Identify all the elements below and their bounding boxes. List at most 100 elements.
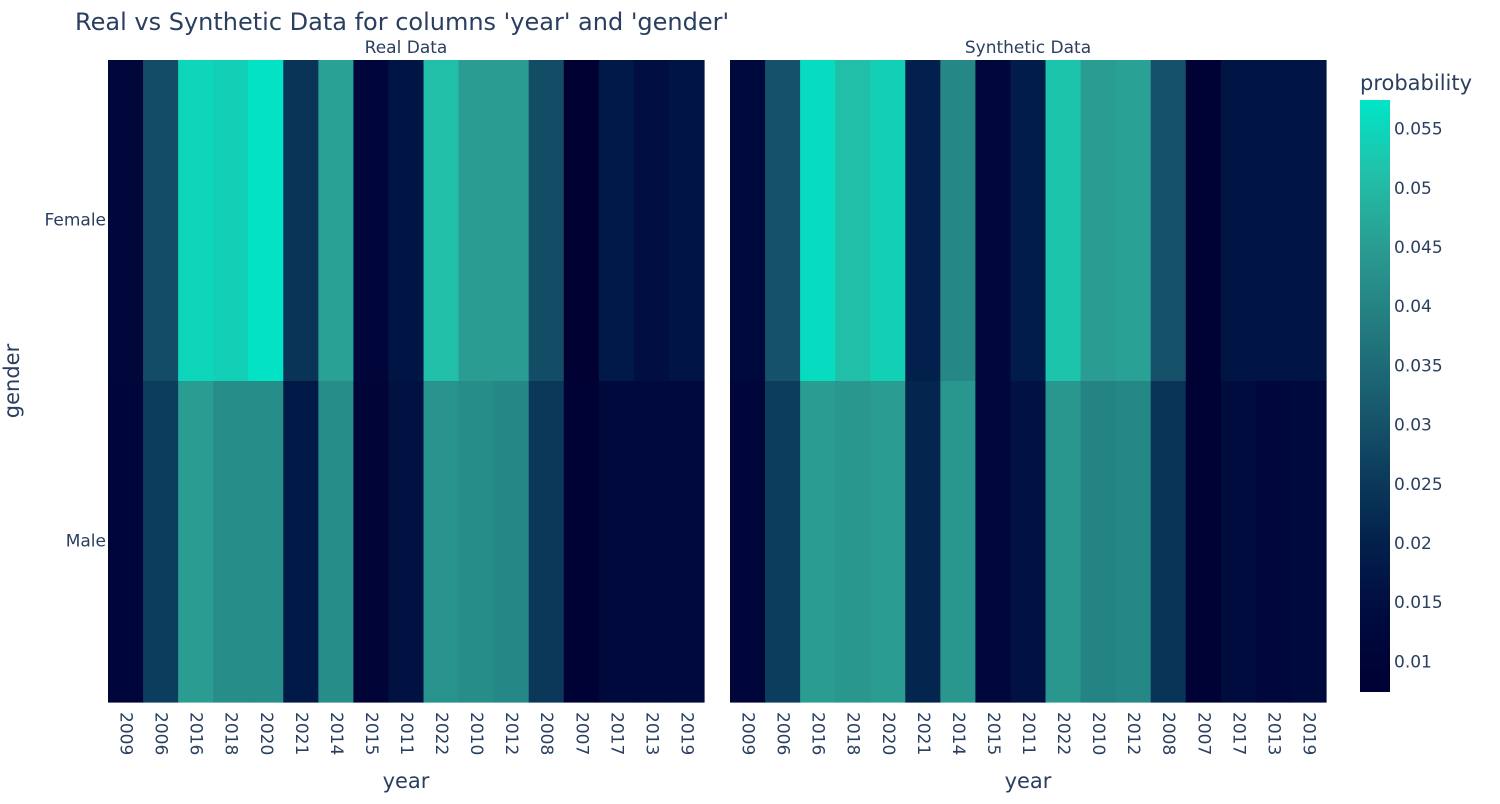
colorbar-tick-label: 0.01 [1394,652,1432,672]
heatmap-cell [1150,381,1187,703]
heatmap-cell [1115,60,1152,382]
heatmap-cell [213,60,249,382]
x-tick-label: 2018 [221,712,241,755]
heatmap-cell [388,381,425,703]
x-tick-label: 2010 [1088,712,1108,755]
heatmap-cell [765,60,801,382]
heatmap-cell [668,381,705,703]
heatmap-cell [598,60,635,382]
heatmap-cell [458,381,495,703]
x-tick-label: 2012 [1123,712,1143,755]
heatmap-cell [1045,381,1082,703]
heatmap-cell [423,60,460,382]
heatmap-cell [1080,60,1117,382]
x-tick-label: 2021 [291,712,311,755]
x-tick-label: 2022 [1053,712,1073,755]
panel-title-synthetic: Synthetic Data [965,38,1091,58]
heatmap-cell [905,381,941,703]
x-tick-label: 2015 [361,712,381,755]
colorbar-tick-label: 0.02 [1394,534,1432,554]
y-tick-label: Male [66,532,106,552]
x-tick-label: 2017 [606,712,626,755]
colorbar-tick-label: 0.055 [1394,120,1443,140]
x-axis-title-real: year [383,769,430,793]
heatmap-cell [598,381,635,703]
x-tick-label: 2015 [983,712,1003,755]
x-tick-label: 2014 [948,712,968,755]
heatmap-cell [143,60,179,382]
heatmap-cell [1290,381,1327,703]
x-tick-label: 2007 [571,712,591,755]
heatmap-cell [975,60,1012,382]
heatmap-cell [1220,381,1257,703]
heatmap-cell [1255,381,1292,703]
x-tick-label: 2020 [256,712,276,755]
heatmap-cell [493,381,530,703]
x-tick-label: 2011 [1018,712,1038,755]
heatmap-cell [1185,381,1222,703]
colorbar-title: probability [1360,71,1472,95]
heatmap-cell [283,381,319,703]
x-tick-label: 2007 [1193,712,1213,755]
x-axis-title-synthetic: year [1005,769,1052,793]
y-tick-label: Female [45,211,106,231]
heatmap-cell [563,60,600,382]
x-tick-label: 2016 [808,712,828,755]
x-tick-label: 2010 [466,712,486,755]
x-tick-labels: 2009 2006 2016 2018 2020 2021 2014 2015 2011 2022… [116,712,1319,755]
heatmap-cell [870,381,906,703]
x-tick-label: 2006 [151,712,171,755]
heatmap-cell [1150,60,1187,382]
x-tick-label: 2020 [878,712,898,755]
heatmap-cell [800,381,836,703]
heatmap-cell [1185,60,1222,382]
colorbar-tick-label: 0.025 [1394,475,1443,495]
heatmap-cell [213,381,249,703]
heatmap-cell [353,60,390,382]
heatmap-cell [870,60,906,382]
heatmap-cell [1010,381,1047,703]
heatmap-cell [1115,381,1152,703]
heatmap-cell [528,381,565,703]
heatmap-cell [905,60,941,382]
heatmap-cell [283,60,319,382]
chart-title: Real vs Synthetic Data for columns 'year… [75,8,729,36]
colorbar-tick-label: 0.035 [1394,356,1443,376]
y-tick-labels: Female Male [45,211,106,552]
x-tick-label: 2021 [913,712,933,755]
heatmap-cell [940,381,977,703]
heatmap-cell [730,381,766,703]
y-axis-title: gender [0,343,24,418]
heatmap-cell [765,381,801,703]
heatmap-cell [248,60,284,382]
heatmap-cell [458,60,495,382]
heatmap-cell [835,381,871,703]
colorbar-tick-label: 0.045 [1394,238,1443,258]
heatmap-cell [1010,60,1047,382]
x-tick-label: 2008 [1158,712,1178,755]
heatmap-cell [1080,381,1117,703]
colorbar-tick-labels: 0.01 0.015 0.02 0.025 0.03 0.035 0.04 0.045 0.05… [1394,120,1443,673]
heatmap-cell [975,381,1012,703]
heatmap-cell [1255,60,1292,382]
heatmap-cell [633,381,670,703]
x-tick-label: 2019 [676,712,696,755]
heatmap-cell [178,60,214,382]
heatmap-cell [1220,60,1257,382]
heatmap-cell [528,60,565,382]
heatmap-cell [353,381,390,703]
heatmap-cell [563,381,600,703]
heatmap-cell [423,381,460,703]
heatmap-cell [318,381,355,703]
heatmap-cell [940,60,977,382]
heatmap-cell [835,60,871,382]
heatmap-cell [143,381,179,703]
panel-title-real: Real Data [365,38,448,58]
x-tick-label: 2013 [641,712,661,755]
heatmap-cell [1290,60,1327,382]
x-tick-label: 2013 [1263,712,1283,755]
colorbar-tick-label: 0.015 [1394,593,1443,613]
x-tick-label: 2014 [326,712,346,755]
heatmap-cell [108,381,144,703]
